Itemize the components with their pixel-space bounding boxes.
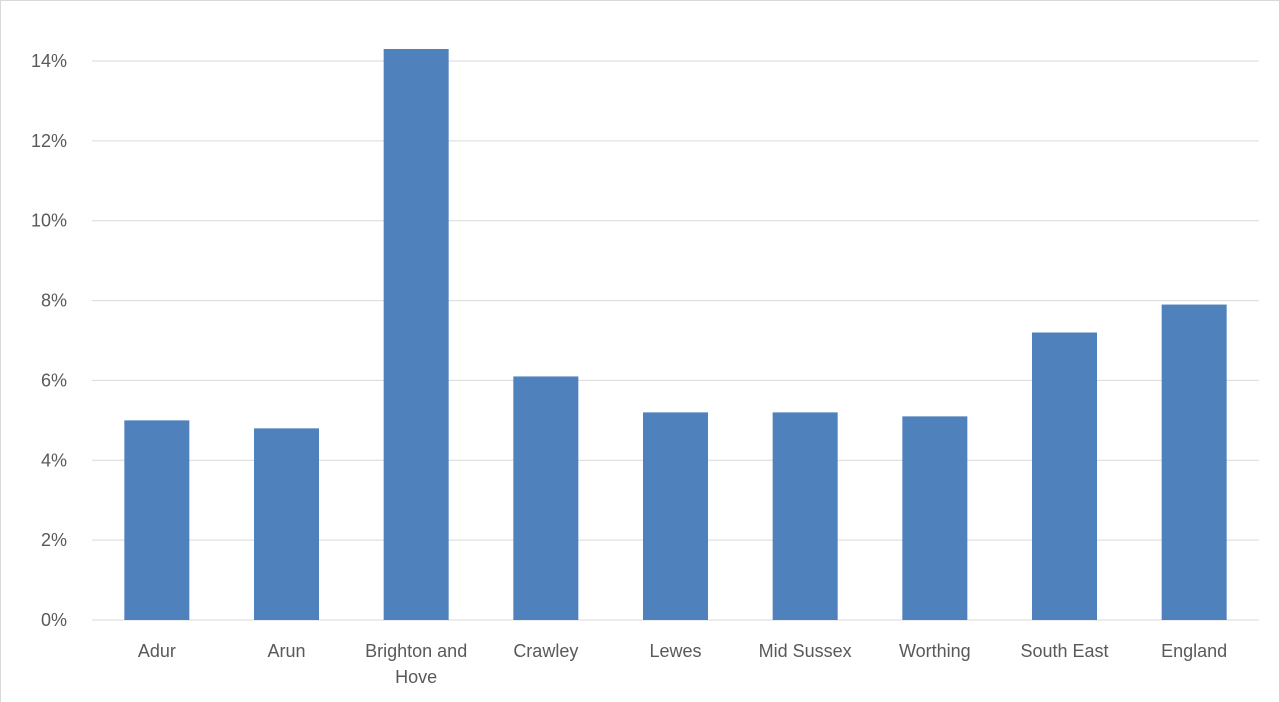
y-tick-label: 0% — [41, 610, 67, 630]
y-tick-label: 8% — [41, 291, 67, 311]
bar — [643, 412, 708, 620]
y-tick-label: 6% — [41, 370, 67, 390]
bar — [902, 416, 968, 620]
bar — [1032, 332, 1097, 620]
x-axis-ticks: Adur Arun Brighton and Hove Crawley Lewes Mid … — [138, 641, 1227, 687]
x-tick-label: Lewes — [649, 641, 701, 661]
y-tick-label: 4% — [41, 450, 67, 470]
y-tick-label: 12% — [31, 131, 67, 151]
x-tick-label: Crawley — [513, 641, 578, 661]
x-tick-label: Arun — [267, 641, 305, 661]
x-tick-label: Mid Sussex — [759, 641, 852, 661]
y-tick-label: 10% — [31, 211, 67, 231]
x-tick-label: Adur — [138, 641, 176, 661]
y-axis-ticks: 0% 2% 4% 6% 8% 10% 12% 14% — [31, 51, 67, 630]
x-tick-label: England — [1161, 641, 1227, 661]
bar — [124, 420, 190, 620]
x-tick-label: Worthing — [899, 641, 971, 661]
bar — [772, 412, 838, 620]
bar — [383, 49, 449, 621]
bars — [124, 49, 1227, 621]
bar — [1161, 304, 1227, 620]
y-tick-label: 2% — [41, 530, 67, 550]
x-tick-label: South East — [1020, 641, 1108, 661]
bar — [254, 428, 319, 620]
y-tick-label: 14% — [31, 51, 67, 71]
x-tick-label: Brighton and Hove — [365, 641, 467, 687]
bar — [513, 376, 579, 620]
